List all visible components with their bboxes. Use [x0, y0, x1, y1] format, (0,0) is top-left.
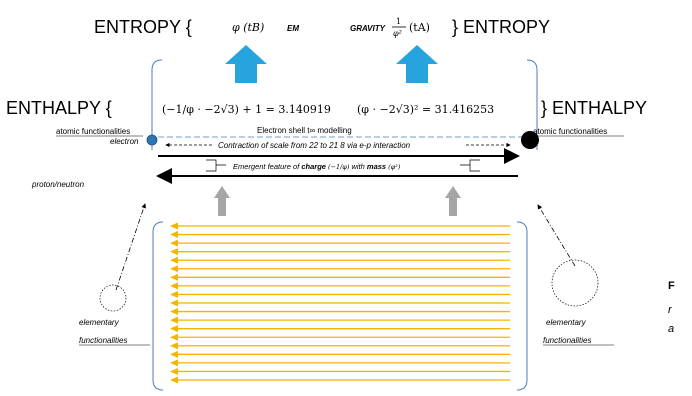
entropy-left-label: ENTROPY {	[94, 17, 192, 37]
proton-dot	[521, 131, 539, 149]
yellow-arrow-head	[170, 222, 178, 230]
elementary-circle-right	[551, 259, 599, 307]
yellow-arrow-head	[170, 316, 178, 324]
enthalpy-eq2: (φ · −2√3)² = 31.416253	[357, 103, 494, 116]
lower-bracket-left	[152, 221, 164, 391]
yellow-arrow-head	[170, 359, 178, 367]
pointer-arrow-left	[115, 203, 146, 291]
em-label: EM	[287, 24, 299, 33]
elementary-circle-left	[99, 284, 127, 312]
electron-dot	[146, 134, 158, 146]
yellow-arrow-head	[170, 342, 178, 350]
elementary-left-line2: functionalities	[79, 336, 127, 345]
upper-bracket-left	[151, 59, 163, 150]
yellow-arrow-head	[170, 308, 178, 316]
yellow-arrow-head	[170, 265, 178, 273]
electron-label: electron	[110, 137, 139, 146]
gravity-frac-den: φ²	[393, 29, 402, 38]
caption-a: a	[668, 323, 674, 335]
upper-bracket-right	[526, 59, 538, 150]
elementary-right-line2: functionalities	[543, 336, 591, 345]
phi-tb-label: φ (tB)	[232, 21, 264, 34]
ta-label: (tA)	[409, 21, 430, 34]
entropy-right-label: } ENTROPY	[452, 17, 550, 37]
emergent-label-bg	[208, 160, 478, 172]
caption-f: F	[668, 280, 675, 292]
emergent-bracket-left	[206, 159, 226, 172]
gravity-label: GRAVITY	[350, 24, 386, 33]
atomic-functionalities-left: atomic functionalities	[56, 127, 130, 136]
emergent-feature-label: Emergent feature of charge (−1/φ) with ma…	[233, 162, 401, 171]
emergent-bracket-right	[460, 159, 480, 172]
blue-up-arrow-left	[225, 45, 267, 83]
yellow-arrow-stack	[170, 222, 510, 384]
yellow-arrow-head	[170, 325, 178, 333]
lower-bracket-right	[516, 221, 528, 391]
yellow-arrow-head	[170, 248, 178, 256]
yellow-arrow-head	[170, 256, 178, 264]
yellow-arrow-head	[170, 239, 178, 247]
enthalpy-eq1: (−1/φ · −2√3) + 1 = 3.140919	[162, 103, 331, 116]
pointer-arrow-right	[537, 204, 576, 267]
atomic-functionalities-right: atomic functionalities	[533, 127, 607, 136]
yellow-arrow-head	[170, 333, 178, 341]
grey-up-arrow-left	[214, 186, 230, 216]
yellow-arrow-head	[170, 290, 178, 298]
blue-up-arrow-right	[396, 45, 438, 83]
elementary-right-line1: elementary	[546, 318, 587, 327]
enthalpy-right-label: } ENTHALPY	[541, 98, 647, 118]
yellow-arrow-head	[170, 376, 178, 384]
yellow-arrow-head	[170, 299, 178, 307]
gravity-frac-num: 1	[396, 17, 401, 26]
yellow-arrow-head	[170, 367, 178, 375]
electron-shell-label: Electron shell t∞ modelling	[257, 126, 352, 135]
elementary-left-line1: elementary	[79, 318, 120, 327]
yellow-arrow-head	[170, 282, 178, 290]
proton-neutron-label: proton/neutron	[31, 180, 85, 189]
yellow-arrow-head	[170, 350, 178, 358]
yellow-arrow-head	[170, 231, 178, 239]
grey-up-arrow-right	[445, 186, 461, 216]
caption-r: r	[668, 304, 673, 316]
contraction-label: Contraction of scale from 22 to 21 8 via…	[218, 141, 411, 150]
enthalpy-left-label: ENTHALPY {	[6, 98, 112, 118]
yellow-arrow-head	[170, 273, 178, 281]
